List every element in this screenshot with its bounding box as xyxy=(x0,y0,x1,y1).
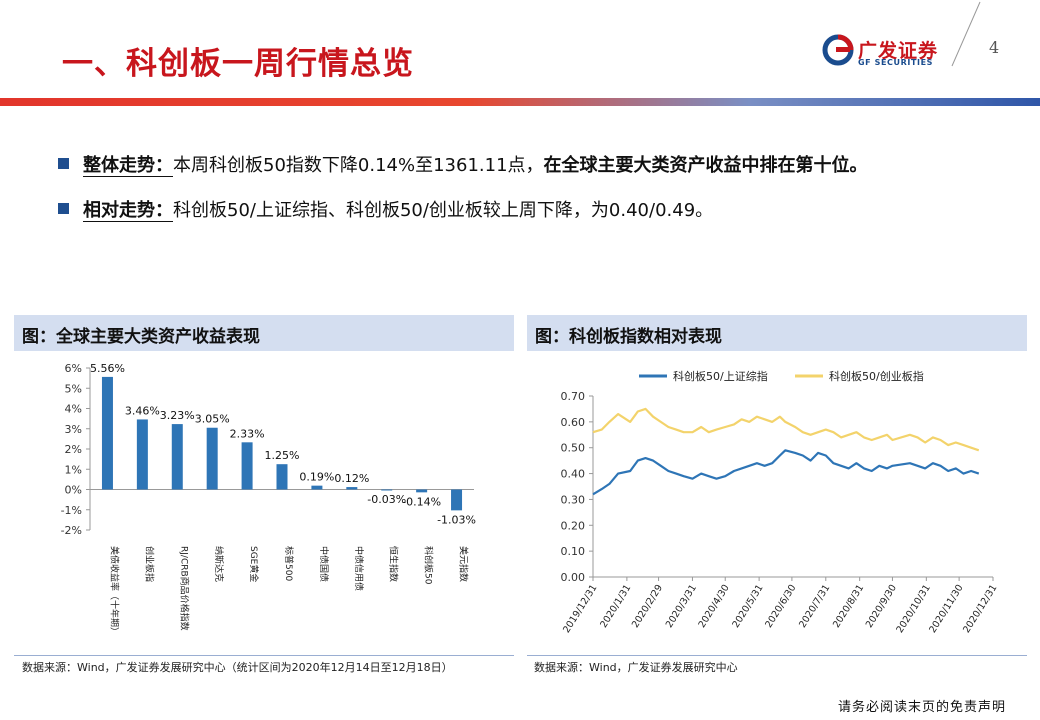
bullet-relative-trend: 相对走势：科创板50/上证综指、科创板50/创业板较上周下降，为0.40/0.4… xyxy=(58,196,713,222)
data-label: 3.23% xyxy=(160,409,195,422)
x-tick-label: 2020/12/31 xyxy=(961,583,999,635)
x-tick-label: 2020/10/31 xyxy=(895,583,933,635)
series-line xyxy=(592,449,980,496)
header-gradient-bar xyxy=(0,98,1040,106)
source-note-right: 数据来源：Wind，广发证券发展研究中心 xyxy=(534,661,738,674)
series-line xyxy=(592,407,980,452)
x-tick-label: 2020/11/30 xyxy=(927,583,965,635)
data-label: 2.33% xyxy=(230,427,265,440)
page-number: 4 xyxy=(989,38,1000,57)
bar xyxy=(311,485,323,490)
y-tick-label: -1% xyxy=(61,504,82,517)
data-label: 3.05% xyxy=(195,413,230,426)
bar xyxy=(346,487,358,490)
bullet-overall-trend: 整体走势：本周科创板50指数下降0.14%至1361.11点，在全球主要大类资产… xyxy=(58,151,868,177)
y-tick-label: 3% xyxy=(65,423,82,436)
x-tick-label: 2020/3/31 xyxy=(664,583,699,630)
bar xyxy=(241,442,253,490)
y-tick-label: 0.40 xyxy=(561,468,586,481)
y-tick-label: 0.60 xyxy=(561,416,586,429)
y-tick-label: 0.30 xyxy=(561,493,586,506)
data-label: 1.25% xyxy=(265,449,300,462)
y-tick-label: 1% xyxy=(65,463,82,476)
data-label: 0.12% xyxy=(334,472,369,485)
y-tick-label: 0.10 xyxy=(561,545,586,558)
category-label: SGE黄金 xyxy=(248,546,260,582)
bar xyxy=(381,489,393,491)
y-tick-label: 0.20 xyxy=(561,519,586,532)
bar xyxy=(451,489,463,511)
x-tick-label: 2020/9/30 xyxy=(864,583,899,630)
category-label: 标普500 xyxy=(283,546,295,581)
bullet-lead: 相对走势： xyxy=(83,200,173,222)
panel-title-global-assets: 图：全球主要大类资产收益表现 xyxy=(14,315,514,351)
page-title: 一、科创板一周行情总览 xyxy=(62,46,414,82)
panel-footer-rule xyxy=(527,655,1027,656)
gf-logo-icon xyxy=(822,34,854,66)
y-tick-label: 0% xyxy=(65,484,82,497)
category-label: 中债国债 xyxy=(318,546,330,582)
x-tick-label: 2020/1/31 xyxy=(598,583,633,630)
panel-footer-rule xyxy=(14,655,514,656)
bullet-lead: 整体走势： xyxy=(83,155,173,177)
bar xyxy=(101,376,113,490)
legend-label: 科创板50/创业板指 xyxy=(829,369,924,383)
y-tick-label: 4% xyxy=(65,403,82,416)
logo-text: 广发证券 xyxy=(858,40,939,62)
bar-chart-global-assets: 6% 5% 4% 3% 2% 1% 0% -1% -2% 5.56% 美债收益率（十年期） 3.46%… xyxy=(61,362,476,636)
disclaimer: 请务必阅读末页的免责声明 xyxy=(838,700,1007,715)
data-label: 3.46% xyxy=(125,404,160,417)
x-tick-label: 2020/8/31 xyxy=(831,583,866,630)
bullet-square-icon xyxy=(58,203,69,214)
x-tick-label: 2020/5/31 xyxy=(731,583,766,630)
data-label: 5.56% xyxy=(90,362,125,375)
data-label: -0.03% xyxy=(367,493,406,506)
divider-slash-icon xyxy=(951,1,981,67)
category-label: 科创板50 xyxy=(423,546,435,585)
y-tick-label: -2% xyxy=(61,524,82,537)
y-tick-label: 0.00 xyxy=(561,571,586,584)
category-label: RJ/CRB商品价格指数 xyxy=(178,546,190,631)
bar xyxy=(171,424,183,490)
y-tick-label: 0.70 xyxy=(561,390,586,403)
x-tick-label: 2019/12/31 xyxy=(561,583,599,635)
category-label: 创业板指 xyxy=(143,546,155,582)
legend-label: 科创板50/上证综指 xyxy=(673,369,768,383)
bullet-text: 科创板50/上证综指、科创板50/创业板较上周下降，为0.40/0.49。 xyxy=(173,200,714,221)
x-tick-label: 2020/7/31 xyxy=(797,583,832,630)
data-label: 0.19% xyxy=(299,471,334,484)
bullet-square-icon xyxy=(58,158,69,169)
bullet-text: 本周科创板50指数下降0.14%至1361.11点， xyxy=(173,155,544,176)
y-tick-label: 0.50 xyxy=(561,442,586,455)
data-label: -0.14% xyxy=(402,495,441,508)
bar xyxy=(136,419,148,490)
category-label: 美元指数 xyxy=(458,546,470,582)
logo-subtext: GF SECURITIES xyxy=(858,58,934,67)
x-tick-label: 2020/4/30 xyxy=(697,583,732,630)
category-label: 纳斯达克 xyxy=(213,546,225,582)
y-tick-label: 5% xyxy=(65,382,82,395)
category-label: 恒生指数 xyxy=(388,546,400,582)
x-tick-label: 2020/2/29 xyxy=(630,583,665,630)
y-tick-label: 6% xyxy=(65,362,82,375)
bar xyxy=(276,464,288,490)
bullet-strong-text: 在全球主要大类资产收益中排在第十位。 xyxy=(543,155,868,176)
panel-title-star-relative: 图：科创板指数相对表现 xyxy=(527,315,1027,351)
x-tick-label: 2020/6/30 xyxy=(763,583,798,630)
data-label: -1.03% xyxy=(437,513,476,526)
category-label: 中债信用债 xyxy=(353,546,365,591)
source-note-left: 数据来源：Wind，广发证券发展研究中心（统计区间为2020年12月14日至12… xyxy=(22,661,453,674)
bar xyxy=(206,427,218,490)
y-tick-label: 2% xyxy=(65,443,82,456)
line-chart-star-relative: 0.70 0.60 0.50 0.40 0.30 0.20 0.10 0.002019/12/… xyxy=(561,369,1000,635)
category-label: 美债收益率（十年期） xyxy=(108,546,120,636)
bar xyxy=(416,489,428,493)
